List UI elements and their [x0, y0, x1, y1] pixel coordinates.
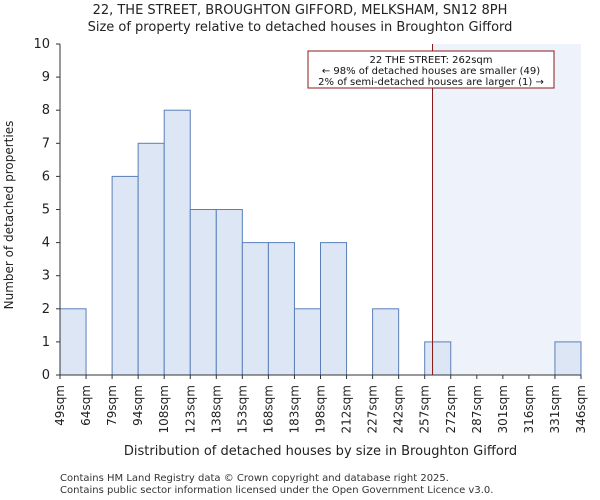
y-tick-label: 9	[42, 70, 50, 85]
x-tick-label: 272sqm	[444, 385, 458, 433]
x-tick-label: 212sqm	[340, 385, 354, 433]
bar	[163, 109, 191, 376]
x-tick-label: 257sqm	[418, 385, 432, 433]
x-tick-label: 227sqm	[366, 385, 380, 433]
chart-title: Size of property relative to detached ho…	[87, 20, 513, 35]
y-tick-label: 4	[42, 236, 50, 251]
highlight-region	[432, 44, 581, 375]
bar	[267, 242, 295, 376]
annotation-box	[307, 50, 555, 89]
annotation-line: 22 THE STREET: 262sqm	[369, 55, 492, 66]
bar	[241, 242, 269, 376]
bar	[189, 209, 217, 376]
footer-copyright: Contains HM Land Registry data © Crown c…	[60, 473, 449, 484]
bar	[137, 142, 165, 376]
x-tick-label: 49sqm	[53, 385, 67, 426]
x-axis-label: Distribution of detached houses by size …	[123, 444, 518, 459]
x-tick-label: 198sqm	[314, 385, 328, 433]
bar	[554, 341, 582, 376]
chart-title-address: 22, THE STREET, BROUGHTON GIFFORD, MELKS…	[92, 3, 508, 18]
x-tick-label: 301sqm	[496, 385, 510, 433]
bar	[320, 242, 348, 376]
x-tick-label: 64sqm	[79, 385, 93, 426]
y-axis-label: Number of detached properties	[2, 120, 16, 310]
y-tick-label: 1	[42, 335, 50, 350]
y-tick-label: 3	[42, 269, 50, 284]
y-tick-label: 10	[33, 37, 50, 52]
x-tick-label: 153sqm	[235, 385, 249, 433]
x-tick-label: 168sqm	[261, 385, 275, 433]
bar	[293, 308, 322, 376]
bar	[59, 308, 87, 376]
x-tick-label: 123sqm	[183, 385, 197, 433]
x-tick-label: 183sqm	[287, 385, 301, 433]
x-tick-label: 79sqm	[105, 385, 119, 426]
x-tick-label: 108sqm	[157, 385, 171, 433]
bar	[215, 209, 243, 376]
x-tick-label: 346sqm	[574, 385, 588, 433]
bar	[424, 341, 452, 376]
y-tick-label: 6	[42, 169, 50, 184]
y-tick-label: 7	[42, 136, 50, 151]
y-tick-label: 0	[42, 368, 50, 383]
y-tick-label: 5	[42, 203, 50, 218]
x-tick-label: 242sqm	[392, 385, 406, 433]
bar	[372, 308, 400, 376]
bar	[111, 175, 139, 376]
x-tick-label: 94sqm	[131, 385, 145, 426]
x-tick-label: 287sqm	[470, 385, 484, 433]
x-tick-label: 138sqm	[209, 385, 223, 433]
footer-licence: Contains public sector information licen…	[60, 485, 494, 496]
annotation-line: ← 98% of detached houses are smaller (49…	[322, 66, 540, 77]
x-tick-label: 316sqm	[522, 385, 536, 433]
annotation-line: 2% of semi-detached houses are larger (1…	[318, 77, 544, 88]
x-tick-label: 331sqm	[548, 385, 562, 433]
y-tick-label: 8	[42, 103, 50, 118]
y-tick-label: 2	[42, 302, 50, 317]
